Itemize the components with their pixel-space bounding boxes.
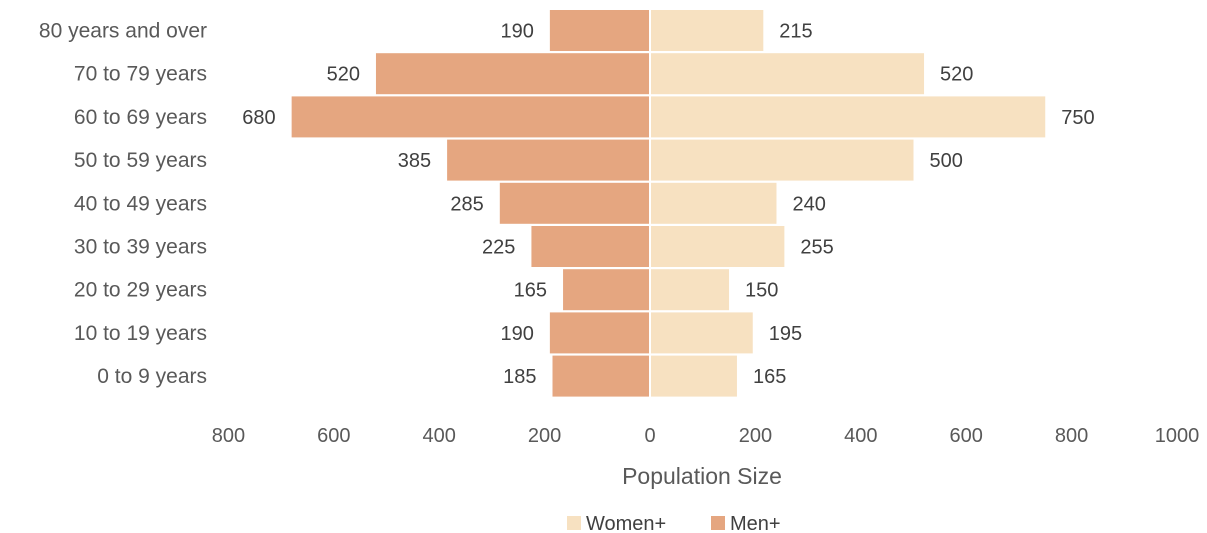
data-label: 190 [500, 21, 533, 43]
legend-label: Men+ [730, 513, 781, 533]
bar [650, 226, 785, 267]
legend-swatch [567, 516, 581, 530]
data-label: 165 [753, 366, 786, 388]
x-tick-label: 600 [950, 425, 983, 447]
category-label: 50 to 59 years [74, 149, 207, 172]
data-label: 185 [503, 366, 536, 388]
data-label: 240 [792, 193, 825, 215]
data-label: 215 [779, 21, 812, 43]
data-label: 190 [500, 323, 533, 345]
x-tick-label: 200 [528, 425, 561, 447]
x-tick-label: 800 [1055, 425, 1088, 447]
bar [291, 96, 650, 138]
data-label: 150 [745, 280, 778, 302]
bar [650, 355, 737, 397]
data-label: 165 [514, 280, 547, 302]
data-label: 750 [1061, 107, 1094, 129]
legend-swatch [711, 516, 725, 530]
legend-label: Women+ [586, 513, 666, 533]
legend: Women+ Men+ [567, 513, 781, 533]
category-label: 10 to 19 years [74, 322, 207, 345]
bars [291, 10, 1046, 399]
data-label: 225 [482, 237, 515, 259]
bar [650, 96, 1046, 138]
x-tick-label: 400 [844, 425, 877, 447]
category-label: 20 to 29 years [74, 279, 207, 302]
category-label: 30 to 39 years [74, 236, 207, 259]
bar [650, 182, 777, 224]
category-label: 80 years and over [39, 20, 207, 43]
bar [549, 312, 650, 354]
bar [552, 355, 650, 397]
category-labels: 0 to 9 years 10 to 19 years 20 to 29 years… [39, 20, 207, 389]
data-label: 385 [398, 150, 431, 172]
x-axis-title: Population Size [622, 463, 782, 489]
bar [650, 53, 925, 95]
bar [650, 312, 753, 354]
x-tick-label: 1000 [1155, 425, 1200, 447]
data-label: 195 [769, 323, 802, 345]
category-label: 0 to 9 years [97, 365, 207, 388]
data-label: 255 [800, 237, 833, 259]
bar [650, 269, 730, 311]
bar [549, 10, 650, 51]
bar [375, 53, 650, 95]
bar [563, 269, 650, 311]
x-tick-label: 200 [739, 425, 772, 447]
data-label: 285 [450, 193, 483, 215]
category-label: 40 to 49 years [74, 192, 207, 215]
value-labels: 185 165 190 195 165 150 225 255 285 240 385 500 680 7… [242, 21, 1094, 389]
x-tick-label: 400 [423, 425, 456, 447]
category-label: 60 to 69 years [74, 106, 207, 129]
data-label: 520 [327, 64, 360, 86]
x-tick-label: 0 [644, 425, 655, 447]
category-label: 70 to 79 years [74, 63, 207, 86]
bar [531, 226, 650, 267]
x-axis-ticks: 800 600 400 200 0 200 400 600 800 1000 [212, 425, 1200, 447]
x-tick-label: 800 [212, 425, 245, 447]
bar [447, 139, 650, 181]
data-label: 680 [242, 107, 275, 129]
data-label: 520 [940, 64, 973, 86]
data-label: 500 [930, 150, 963, 172]
bar [499, 182, 650, 224]
bar [650, 139, 914, 181]
bar [650, 10, 764, 51]
x-tick-label: 600 [317, 425, 350, 447]
